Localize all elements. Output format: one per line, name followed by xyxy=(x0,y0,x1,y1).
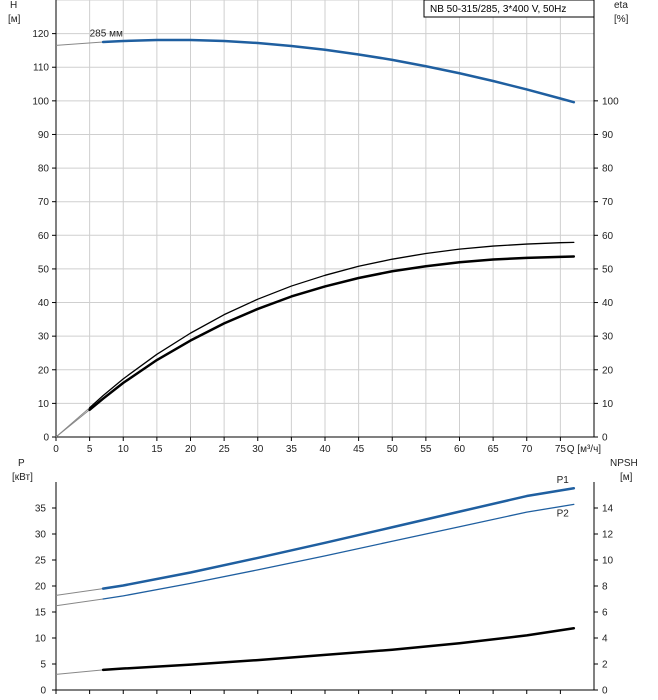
npsh-tick-label: 12 xyxy=(602,530,614,541)
x-tick-label: 20 xyxy=(185,444,197,455)
p-axis-unit: [кВт] xyxy=(12,472,33,483)
x-tick-label: 5 xyxy=(87,444,93,455)
x-tick-label: 40 xyxy=(319,444,331,455)
npsh-axis-title: NPSH xyxy=(610,458,638,469)
y-left-axis-unit: [м] xyxy=(8,14,21,25)
p-tick-label: 0 xyxy=(40,686,46,697)
y-left-tick-label: 40 xyxy=(38,298,50,309)
y-left-tick-label: 70 xyxy=(38,197,50,208)
power-curve-p1-extrapolated xyxy=(55,588,104,596)
p-tick-label: 20 xyxy=(35,582,47,593)
y-left-tick-label: 80 xyxy=(38,164,50,175)
npsh-axis-unit: [м] xyxy=(620,472,633,483)
y-right-tick-label: 20 xyxy=(602,365,614,376)
efficiency-curve-thick-extrapolated xyxy=(55,409,90,438)
p-tick-label: 35 xyxy=(35,504,47,515)
p-tick-label: 5 xyxy=(40,660,46,671)
npsh-tick-label: 8 xyxy=(602,582,608,593)
y-left-tick-label: 10 xyxy=(38,399,50,410)
head-curve-extrapolated xyxy=(55,41,104,46)
y-left-tick-label: 60 xyxy=(38,231,50,242)
y-right-tick-label: 80 xyxy=(602,164,614,175)
npsh-curve xyxy=(101,627,576,672)
p-axis-title: P xyxy=(18,458,25,469)
x-tick-label: 45 xyxy=(353,444,365,455)
y-right-tick-label: 60 xyxy=(602,231,614,242)
npsh-tick-label: 4 xyxy=(602,634,608,645)
power-curve-p2-extrapolated xyxy=(55,598,104,607)
y-right-tick-label: 100 xyxy=(602,96,619,107)
x-tick-label: 0 xyxy=(53,444,59,455)
x-tick-label: 10 xyxy=(118,444,130,455)
p-tick-label: 30 xyxy=(35,530,47,541)
y-left-tick-label: 110 xyxy=(33,63,49,74)
x-tick-label: 15 xyxy=(151,444,163,455)
y-right-tick-label: 10 xyxy=(602,399,614,410)
npsh-curve-extrapolated xyxy=(55,669,104,675)
npsh-tick-label: 6 xyxy=(602,608,608,619)
series-label-p1: P1 xyxy=(557,475,570,486)
x-tick-label: 65 xyxy=(488,444,500,455)
power-curve-p2 xyxy=(102,503,575,600)
efficiency-curve-thick xyxy=(88,255,576,412)
y-left-tick-label: 90 xyxy=(38,130,50,141)
x-tick-label: 75 xyxy=(555,444,567,455)
x-tick-label: 60 xyxy=(454,444,466,455)
y-right-tick-label: 0 xyxy=(602,433,608,444)
y-left-tick-label: 120 xyxy=(32,29,49,40)
npsh-tick-label: 2 xyxy=(602,660,608,671)
npsh-tick-label: 0 xyxy=(602,686,608,697)
x-tick-label: 35 xyxy=(286,444,298,455)
p-tick-label: 10 xyxy=(35,634,47,645)
efficiency-curve-thin xyxy=(88,241,575,409)
y-left-tick-label: 100 xyxy=(32,96,49,107)
title-box xyxy=(423,0,595,18)
y-left-tick-label: 0 xyxy=(43,433,49,444)
y-right-tick-label: 30 xyxy=(602,332,614,343)
y-right-axis-unit: [%] xyxy=(614,14,629,25)
y-right-tick-label: 70 xyxy=(602,197,614,208)
npsh-tick-label: 10 xyxy=(602,556,614,567)
y-left-tick-label: 20 xyxy=(38,365,50,376)
x-tick-label: 30 xyxy=(252,444,264,455)
power-curve-p1 xyxy=(101,486,576,590)
x-axis-title: Q [м³/ч] xyxy=(567,444,602,455)
chart-title: NB 50-315/285, 3*400 V, 50Hz xyxy=(430,4,566,15)
x-tick-label: 25 xyxy=(219,444,231,455)
p-tick-label: 15 xyxy=(35,608,47,619)
x-tick-label: 70 xyxy=(521,444,533,455)
y-left-tick-label: 50 xyxy=(38,264,50,275)
y-right-tick-label: 40 xyxy=(602,298,614,309)
y-left-tick-label: 30 xyxy=(38,332,50,343)
y-right-tick-label: 50 xyxy=(602,264,614,275)
y-left-axis-title: H xyxy=(10,0,17,11)
head-curve xyxy=(101,38,576,104)
y-right-tick-label: 90 xyxy=(602,130,614,141)
series-label-p2: P2 xyxy=(557,508,570,519)
x-tick-label: 50 xyxy=(387,444,399,455)
x-tick-label: 55 xyxy=(420,444,432,455)
npsh-tick-label: 14 xyxy=(602,504,614,515)
p-tick-label: 25 xyxy=(35,556,47,567)
y-right-axis-title: eta xyxy=(614,0,628,11)
curve-annotation: 285 мм xyxy=(90,28,123,39)
